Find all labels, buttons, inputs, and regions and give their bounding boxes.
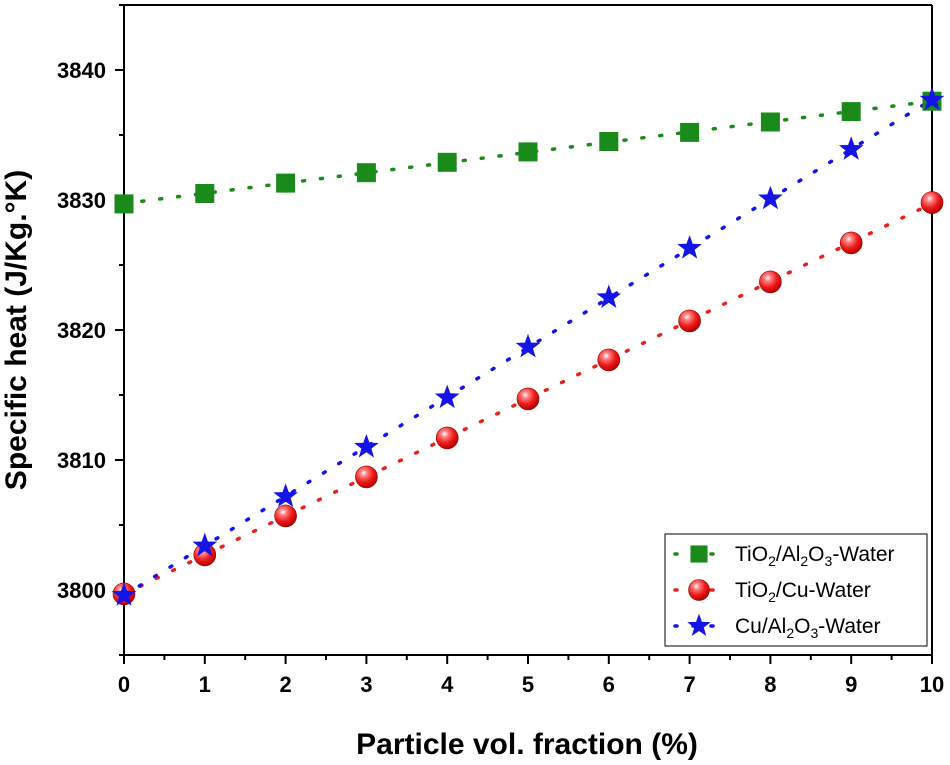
x-tick-label: 9 <box>845 672 857 697</box>
cu-al2o3-water-point <box>273 483 298 507</box>
x-tick-label: 10 <box>920 672 944 697</box>
legend-subscript: 2 <box>786 625 794 641</box>
legend-text-part: /Cu-Water <box>776 579 871 602</box>
tio2-cu-water-point <box>355 465 378 489</box>
legend-label: TiO2/Al2O3-Water <box>735 543 895 569</box>
tio2-cu-water-point <box>516 387 540 411</box>
cu-al2o3-water-point <box>192 532 218 557</box>
legend-marker <box>688 579 710 601</box>
tio2-al2o3-water-series <box>114 91 942 214</box>
legend-text-part: O <box>794 615 810 638</box>
tio2-cu-water-point <box>678 309 701 333</box>
cu-al2o3-water-point <box>111 582 137 606</box>
legend-marker <box>687 613 711 636</box>
y-tick-label: 3840 <box>57 58 106 83</box>
x-tick-label: 1 <box>199 672 211 697</box>
axes: 0 1 2 3 4 5 6 7 8 9 10 3800 3810 3820 3830 3840 <box>57 4 944 697</box>
x-tick-label: 0 <box>118 672 130 697</box>
legend-marker <box>690 545 708 563</box>
cu-al2o3-water-series <box>111 86 945 606</box>
cu-al2o3-water-point <box>354 434 379 458</box>
x-tick-label: 6 <box>603 672 615 697</box>
x-axis-title: Particle vol. fraction (%) <box>356 728 698 761</box>
tio2-cu-water-point <box>839 231 863 255</box>
y-tick-label: 3800 <box>57 578 106 603</box>
y-tick-label: 3830 <box>57 188 106 213</box>
cu-al2o3-water-point <box>758 185 783 210</box>
y-axis-title: Specific heat (J/Kg.°K) <box>0 170 33 490</box>
tio2-al2o3-water-point <box>114 194 134 214</box>
cu-al2o3-water-point <box>919 86 945 111</box>
cu-al2o3-water-point <box>515 333 541 358</box>
tio2-cu-water-point <box>759 270 782 294</box>
legend-subscript: 3 <box>825 553 833 569</box>
tio2-al2o3-water-point <box>276 173 296 193</box>
tio2-al2o3-water-point <box>760 112 780 132</box>
legend-text-part: TiO <box>735 579 768 602</box>
legend-text-part: /Al <box>776 543 801 566</box>
cu-al2o3-water-point <box>838 136 864 160</box>
legend-text-part: -Water <box>818 615 880 638</box>
x-tick-label: 2 <box>279 672 291 697</box>
legend-subscript: 2 <box>800 553 808 569</box>
tio2-al2o3-water-point <box>599 132 619 151</box>
tio2-cu-water-point <box>274 504 297 528</box>
cu-al2o3-water-point <box>677 235 702 259</box>
legend-label: TiO2/Cu-Water <box>735 579 871 605</box>
tio2-al2o3-water-point <box>518 142 538 162</box>
x-tick-label: 3 <box>360 672 372 697</box>
x-tick-label: 4 <box>441 672 454 697</box>
tio2-cu-water-point <box>920 191 944 214</box>
x-tick-label: 7 <box>683 672 695 697</box>
cu-al2o3-water-point <box>596 284 622 309</box>
x-tick-label: 5 <box>522 672 534 697</box>
legend-subscript: 3 <box>811 625 819 641</box>
legend-text-part: O <box>808 543 824 566</box>
tio2-al2o3-water-point <box>195 184 215 203</box>
tio2-cu-water-point <box>435 426 459 450</box>
tio2-cu-water-series <box>112 191 944 606</box>
legend: TiO2/Al2O3-WaterTiO2/Cu-WaterCu/Al2O3-Wa… <box>664 533 928 647</box>
legend-text-part: -Water <box>832 543 894 566</box>
legend-text-part: Cu/Al <box>735 615 786 638</box>
legend-subscript: 2 <box>768 553 776 569</box>
tio2-al2o3-water-point <box>680 122 700 142</box>
y-tick-label: 3820 <box>57 318 106 343</box>
cu-al2o3-water-point <box>434 384 460 409</box>
tio2-al2o3-water-point <box>356 163 376 183</box>
tio2-al2o3-water-point <box>437 152 457 172</box>
legend-text-part: TiO <box>735 543 768 566</box>
legend-label: Cu/Al2O3-Water <box>735 615 881 641</box>
data-points <box>111 86 945 606</box>
tio2-cu-water-point <box>597 348 621 372</box>
tio2-al2o3-water-point <box>841 102 861 122</box>
legend-subscript: 2 <box>768 589 776 605</box>
y-tick-label: 3810 <box>57 448 106 473</box>
x-tick-label: 8 <box>764 672 776 697</box>
